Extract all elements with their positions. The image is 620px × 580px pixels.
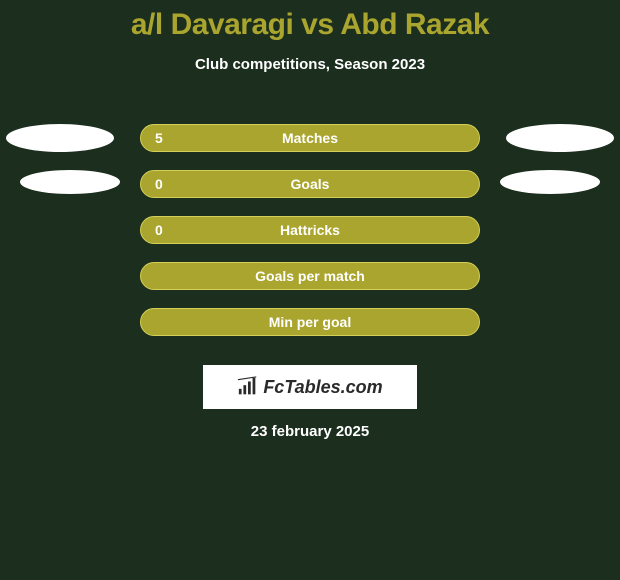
stat-label: Matches: [141, 130, 479, 146]
bar-chart-icon: [237, 376, 259, 398]
stat-label: Goals per match: [141, 268, 479, 284]
stat-bar-goals: 0 Goals: [140, 170, 480, 198]
stat-row: 0 Hattricks: [0, 207, 620, 253]
page-title: a/l Davaragi vs Abd Razak: [0, 8, 620, 42]
stat-row: Min per goal: [0, 299, 620, 345]
stat-bar-matches: 5 Matches: [140, 124, 480, 152]
date-line: 23 february 2025: [0, 423, 620, 440]
stat-bar-hattricks: 0 Hattricks: [140, 216, 480, 244]
stat-label: Hattricks: [141, 222, 479, 238]
stat-left-value: 5: [155, 130, 163, 146]
subtitle: Club competitions, Season 2023: [0, 56, 620, 73]
stat-left-value: 0: [155, 222, 163, 238]
branding-box: FcTables.com: [203, 365, 417, 409]
stat-bar-goals-per-match: Goals per match: [140, 262, 480, 290]
stat-row: 0 Goals: [0, 161, 620, 207]
branding-text: FcTables.com: [263, 377, 382, 398]
stat-label: Min per goal: [141, 314, 479, 330]
stat-left-value: 0: [155, 176, 163, 192]
stat-row: 5 Matches: [0, 115, 620, 161]
infographic-card: a/l Davaragi vs Abd Razak Club competiti…: [0, 0, 620, 440]
stat-row: Goals per match: [0, 253, 620, 299]
stat-label: Goals: [141, 176, 479, 192]
stat-bar-min-per-goal: Min per goal: [140, 308, 480, 336]
stats-area: 5 Matches 0 Goals 0 Hattricks Goals per …: [0, 115, 620, 345]
